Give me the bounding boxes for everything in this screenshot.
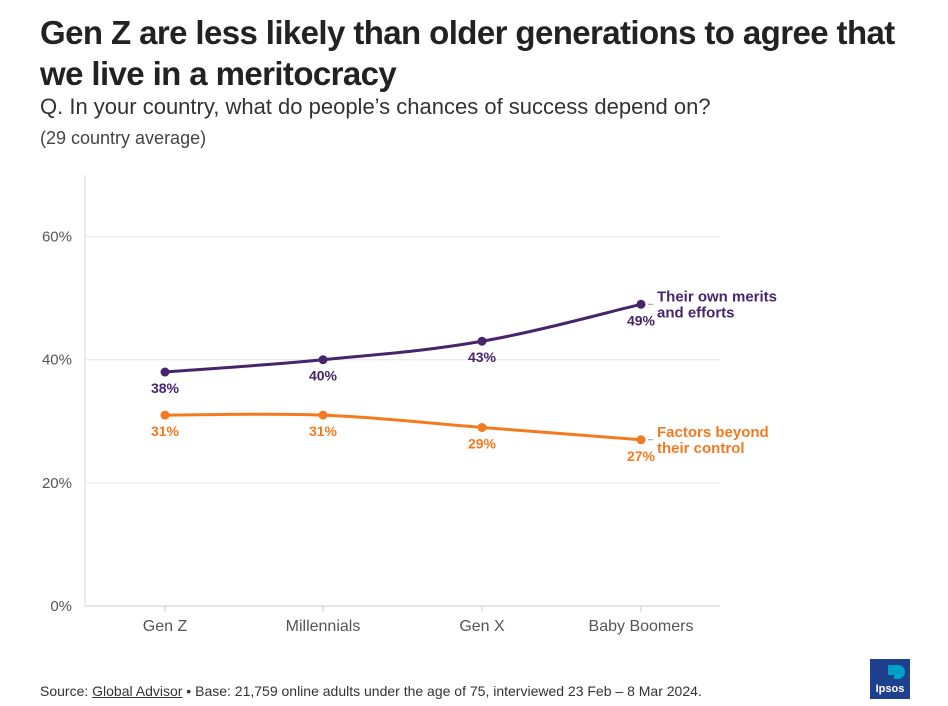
series-label: their control — [657, 440, 745, 457]
data-label: 43% — [468, 349, 497, 365]
x-tick-label: Baby Boomers — [589, 618, 694, 635]
global-advisor-link[interactable]: Global Advisor — [92, 683, 183, 699]
data-label: 40% — [309, 368, 338, 384]
data-point — [318, 410, 328, 420]
x-tick-label: Gen Z — [143, 618, 188, 635]
ipsos-logo: Ipsos — [870, 659, 910, 699]
series-label: Their own merits — [657, 288, 777, 305]
logo-text: Ipsos — [876, 683, 905, 695]
logo-swoosh — [888, 665, 905, 679]
chart-title: Gen Z are less likely than older generat… — [40, 14, 895, 92]
data-point — [636, 299, 646, 309]
series-line — [163, 412, 643, 442]
data-label: 38% — [151, 380, 180, 396]
data-point — [318, 355, 328, 365]
x-tick-label: Gen X — [459, 618, 505, 635]
y-tick-label: 20% — [42, 475, 72, 492]
data-point — [477, 336, 487, 346]
data-point — [160, 410, 170, 420]
series-label: Factors beyond — [657, 424, 769, 441]
x-tick-label: Millennials — [286, 618, 361, 635]
chart-note: (29 country average) — [40, 128, 207, 148]
data-point — [477, 422, 487, 432]
data-label: 29% — [468, 435, 497, 451]
data-point — [160, 367, 170, 377]
series-label: and efforts — [657, 304, 735, 321]
data-point — [636, 435, 646, 445]
data-label: 31% — [151, 423, 180, 439]
data-label: 49% — [627, 312, 656, 328]
series-line — [163, 302, 643, 374]
data-label: 27% — [627, 448, 656, 464]
chart-subtitle: Q. In your country, what do people’s cha… — [40, 94, 711, 119]
source-text: • Base: 21,759 online adults under the a… — [182, 683, 702, 699]
source-note: Source: Global Advisor • Base: 21,759 on… — [40, 683, 702, 699]
data-label: 31% — [309, 423, 338, 439]
source-prefix: Source: — [40, 683, 93, 699]
y-tick-label: 60% — [42, 229, 72, 246]
y-tick-label: 40% — [42, 352, 72, 369]
y-tick-label: 0% — [50, 598, 72, 615]
